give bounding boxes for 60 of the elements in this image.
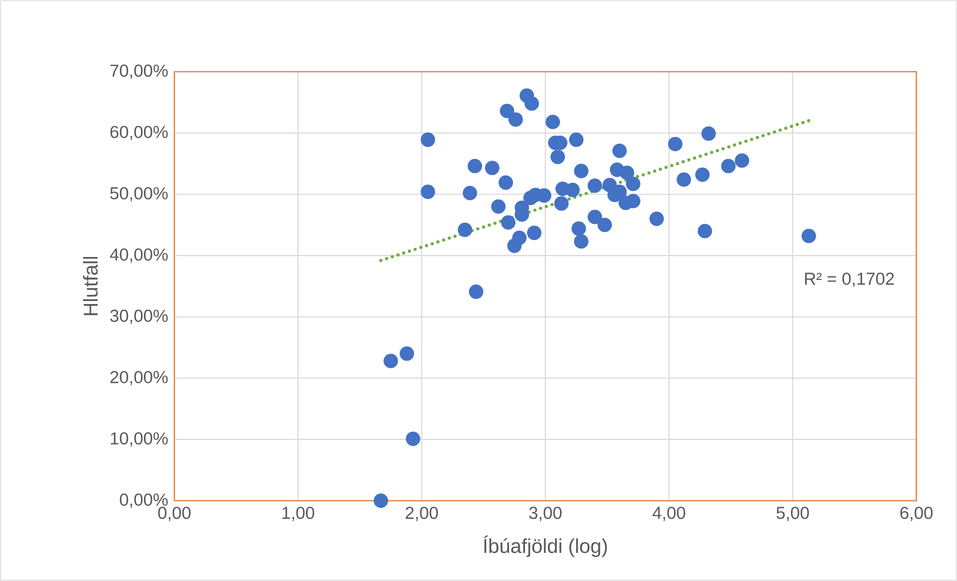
x-tick-label: 4,00 [652, 506, 686, 522]
point [498, 175, 513, 190]
point [668, 136, 682, 152]
y-axis-title: Hlutfall [83, 256, 98, 316]
point [588, 210, 602, 224]
point [695, 167, 710, 182]
point [374, 494, 388, 508]
y-tick-label: 40,00% [110, 248, 168, 263]
point [574, 234, 588, 249]
point [500, 104, 514, 118]
point [734, 153, 750, 168]
point [620, 166, 634, 180]
x-tick-label: 0,00 [158, 506, 191, 522]
point [400, 346, 414, 361]
y-tick-label: 70,00% [110, 64, 168, 79]
x-tick-label: 5,00 [776, 506, 809, 522]
point [420, 184, 436, 200]
point [462, 186, 478, 200]
point [598, 218, 612, 232]
point [524, 96, 539, 111]
point [512, 230, 527, 245]
x-axis-title: Íbúafjöldi (log) [484, 536, 607, 558]
y-tick-label: 50,00% [110, 187, 168, 202]
point [384, 354, 398, 368]
x-tick-label: 3,00 [529, 506, 562, 522]
y-tick-label: 30,00% [110, 310, 168, 324]
y-tick-label: 20,00% [110, 370, 168, 386]
x-tick-label: 6,00 [900, 506, 933, 522]
x-tick-label: 2,00 [406, 506, 438, 522]
point [484, 160, 500, 176]
y-tick-label: 0,00% [120, 494, 168, 508]
point [491, 199, 506, 214]
point [565, 182, 580, 198]
point [721, 158, 736, 174]
point [501, 215, 516, 230]
point [554, 196, 569, 211]
y-tick-label: 10,00% [110, 432, 168, 447]
point [588, 178, 602, 193]
point [420, 132, 436, 147]
point [701, 126, 716, 141]
point [550, 150, 565, 164]
point [572, 221, 586, 236]
point [468, 284, 484, 299]
point [458, 222, 472, 238]
point [649, 212, 664, 226]
point [802, 228, 816, 244]
point [546, 114, 560, 130]
point [676, 172, 692, 187]
point [569, 132, 584, 147]
point [574, 164, 588, 178]
point [527, 226, 542, 240]
annotation: R² = 0,1702 [805, 272, 894, 287]
point [626, 176, 640, 192]
point [698, 224, 712, 238]
y-tick-label: 60,00% [110, 126, 168, 140]
point [508, 112, 523, 127]
point [468, 158, 482, 174]
point [612, 144, 627, 158]
x-tick-label: 1,00 [282, 506, 314, 522]
point [406, 432, 420, 446]
